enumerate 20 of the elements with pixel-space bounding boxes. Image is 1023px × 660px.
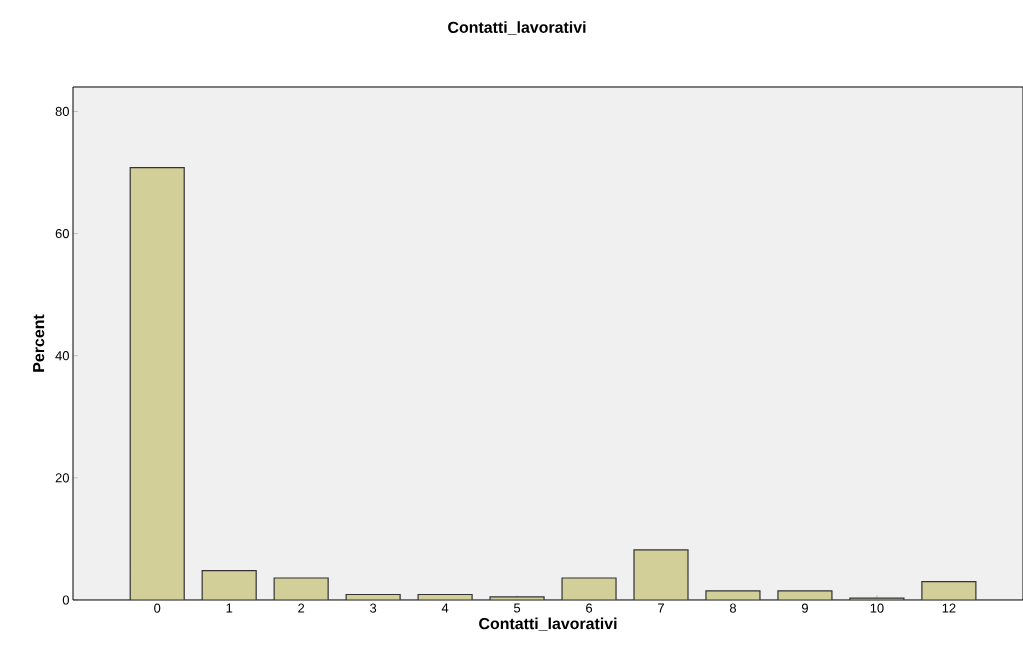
y-axis-title: Percent [33, 314, 45, 372]
x-tick-label: 3 [370, 603, 377, 613]
chart-title: Contatti_lavorativi [448, 21, 586, 35]
x-tick-label: 2 [298, 603, 305, 613]
x-tick-label: 5 [513, 603, 521, 613]
x-tick-label: 4 [441, 603, 449, 613]
x-tick-label: 7 [658, 603, 664, 613]
y-tick-label: 40 [55, 351, 69, 361]
x-axis-title: Contatti_lavorativi [479, 617, 617, 632]
x-tick-label: 9 [801, 603, 808, 613]
x-tick-label: 12 [942, 603, 956, 613]
y-tick-label: 20 [55, 473, 69, 483]
y-tick-label: 0 [62, 595, 69, 605]
x-tick-label: 10 [870, 603, 884, 613]
y-tick-label: 60 [55, 228, 69, 239]
x-tick-label: 0 [154, 603, 161, 613]
x-tick-label: 8 [729, 603, 737, 613]
x-tick-label: 6 [586, 603, 593, 613]
x-tick-label: 1 [226, 603, 233, 613]
y-tick-label: 80 [55, 106, 69, 117]
